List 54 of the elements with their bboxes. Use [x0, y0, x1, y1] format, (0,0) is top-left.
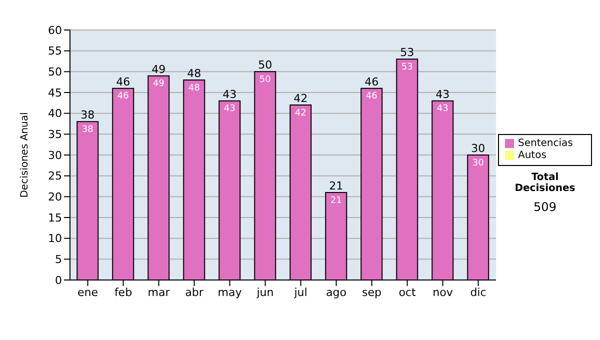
- y-axis-title: Decisiones Anual: [20, 112, 31, 198]
- total-label: 43: [222, 88, 237, 101]
- y-tick-label: 45: [48, 86, 62, 100]
- total-label: 21: [329, 180, 344, 192]
- data-label: 43: [224, 104, 236, 114]
- y-tick-label: 15: [48, 211, 62, 224]
- y-tick-label: 5: [55, 253, 62, 266]
- data-label: 50: [259, 75, 272, 86]
- data-label: 38: [82, 125, 94, 136]
- y-tick-label: 20: [48, 190, 62, 204]
- y-tick-label: 60: [48, 24, 62, 37]
- x-tick-label: feb: [114, 286, 132, 299]
- y-tick-label: 10: [48, 232, 62, 246]
- x-tick-label: abr: [185, 286, 204, 299]
- total-label: 49: [152, 62, 166, 76]
- data-label: 48: [188, 83, 200, 94]
- text: 509: [532, 200, 558, 214]
- data-label: 21: [330, 196, 342, 206]
- total-label: 48: [187, 67, 202, 80]
- total-label: 50: [258, 58, 272, 72]
- total-label: 38: [80, 108, 95, 122]
- total-label: 46: [116, 75, 130, 88]
- total-label: 43: [436, 88, 450, 101]
- y-tick-label: 0: [55, 274, 62, 287]
- data-label: 49: [152, 79, 165, 90]
- y-tick-label: 35: [48, 128, 62, 142]
- x-tick-label: mar: [148, 286, 170, 299]
- data-label: 46: [366, 92, 378, 102]
- x-tick-label: sep: [362, 286, 382, 299]
- total-label: 53: [400, 46, 414, 60]
- y-tick-label: 30: [48, 148, 62, 162]
- data-label: 30: [472, 158, 484, 168]
- x-tick-label: ene: [77, 286, 98, 299]
- y-tick-label: 25: [48, 170, 62, 183]
- data-label: 53: [401, 62, 413, 73]
- x-tick-label: jul: [293, 286, 308, 299]
- x-tick-label: nov: [432, 286, 454, 299]
- y-tick-label: 55: [48, 44, 62, 58]
- x-tick-label: jun: [256, 286, 274, 299]
- x-tick-label: dic: [470, 286, 486, 299]
- text: Total Decisiones: [514, 172, 576, 194]
- total-label: 30: [471, 142, 486, 155]
- y-tick-label: 50: [48, 66, 62, 79]
- legend-label: Autos: [518, 150, 546, 161]
- total-label: 46: [364, 75, 379, 88]
- total-label: 42: [294, 92, 308, 105]
- x-tick-label: oct: [398, 286, 416, 299]
- legend-label: Sentencias: [518, 138, 573, 149]
- y-tick-label: 40: [48, 107, 62, 120]
- x-tick-label: may: [218, 286, 242, 299]
- x-tick-label: ago: [326, 286, 347, 299]
- data-label: 46: [117, 92, 130, 102]
- data-label: 42: [294, 108, 306, 118]
- data-label: 43: [436, 104, 448, 114]
